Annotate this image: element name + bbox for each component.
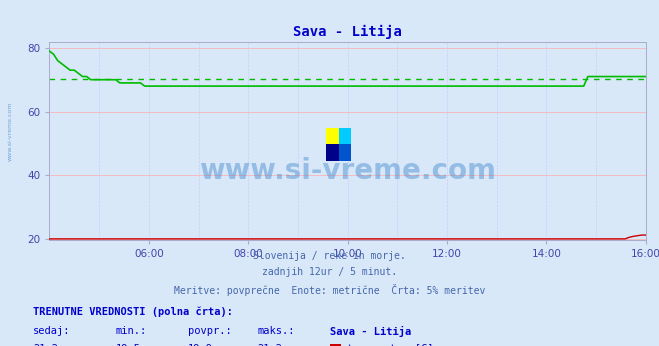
Text: 21,2: 21,2 [33, 344, 58, 346]
Text: min.:: min.: [115, 326, 146, 336]
Text: zadnjih 12ur / 5 minut.: zadnjih 12ur / 5 minut. [262, 267, 397, 277]
Text: povpr.:: povpr.: [188, 326, 231, 336]
Text: Meritve: povprečne  Enote: metrične  Črta: 5% meritev: Meritve: povprečne Enote: metrične Črta:… [174, 284, 485, 296]
Text: www.si-vreme.com: www.si-vreme.com [199, 157, 496, 185]
Text: TRENUTNE VREDNOSTI (polna črta):: TRENUTNE VREDNOSTI (polna črta): [33, 306, 233, 317]
Title: Sava - Litija: Sava - Litija [293, 25, 402, 39]
Text: Sava - Litija: Sava - Litija [330, 326, 411, 337]
Text: 21,2: 21,2 [257, 344, 282, 346]
Text: maks.:: maks.: [257, 326, 295, 336]
Text: sedaj:: sedaj: [33, 326, 71, 336]
Text: temperatura[C]: temperatura[C] [347, 344, 434, 346]
Text: 19,5: 19,5 [115, 344, 140, 346]
Text: www.si-vreme.com: www.si-vreme.com [8, 102, 13, 161]
Text: 19,9: 19,9 [188, 344, 213, 346]
Text: Slovenija / reke in morje.: Slovenija / reke in morje. [253, 251, 406, 261]
